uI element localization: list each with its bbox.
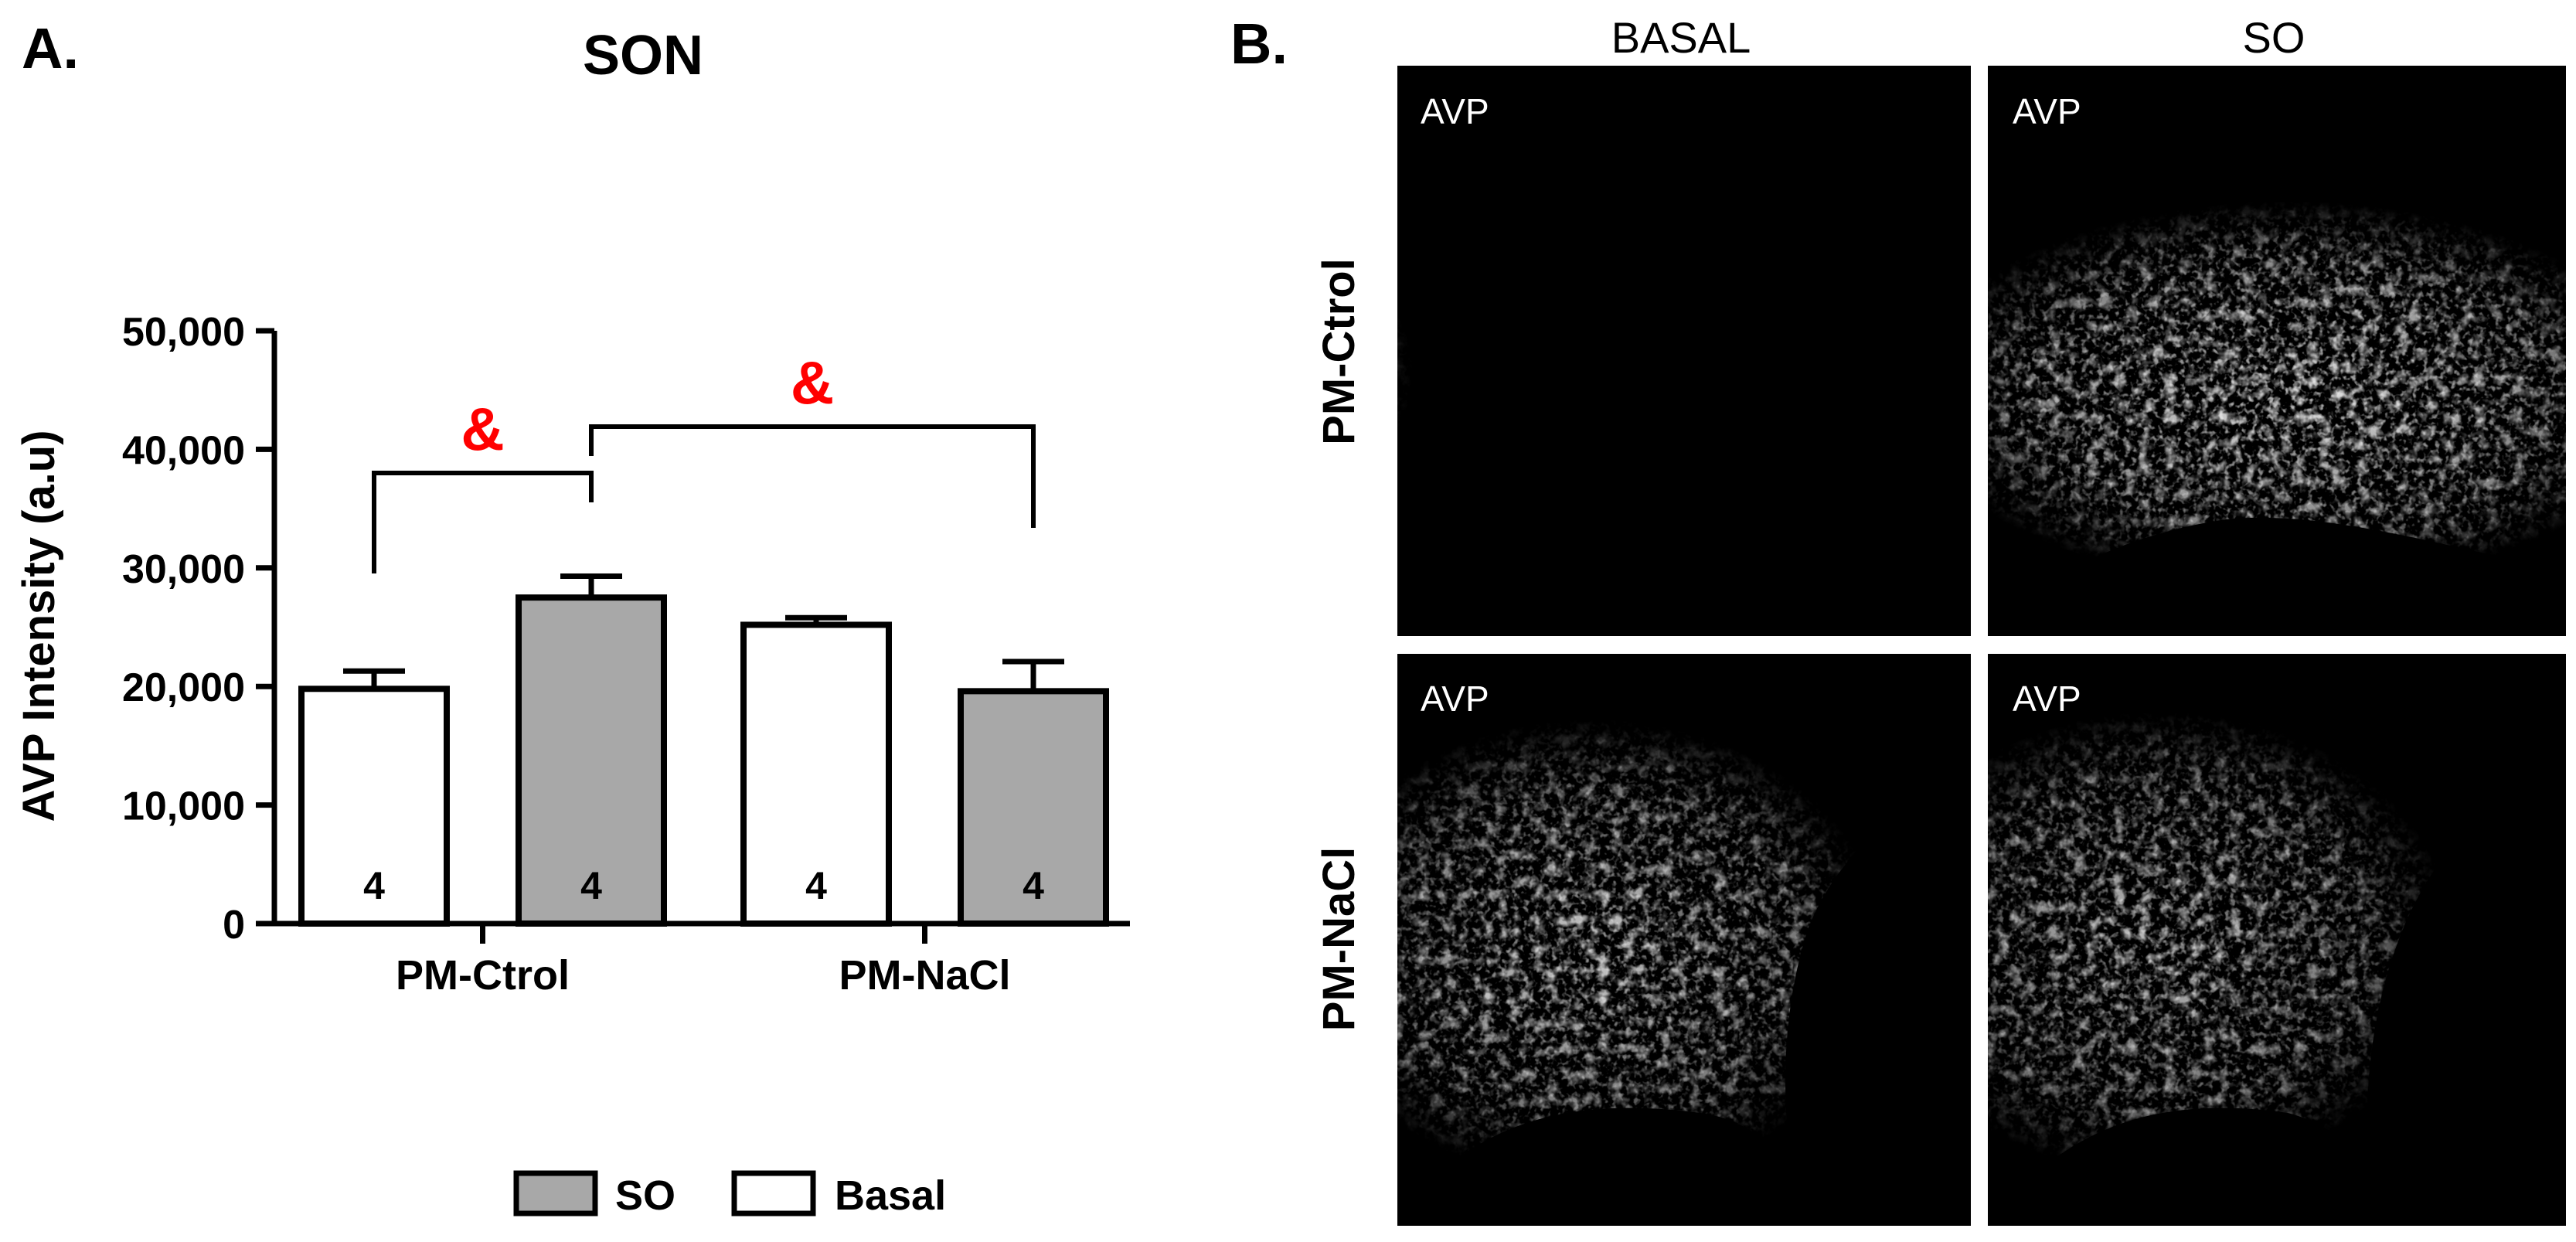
y-ticks: 0 10,000 20,000 30,000 40,000 50,000 (122, 310, 274, 948)
y-tick-label: 40,000 (122, 428, 245, 473)
significance-brackets: && (372, 349, 1036, 573)
bar-so (516, 594, 667, 927)
avp-label: AVP (2013, 679, 2081, 719)
legend-swatch-basal (731, 1170, 816, 1216)
bar-n-label: 4 (1023, 864, 1044, 907)
micrograph-pm-nacl-basal: AVP (1397, 654, 1971, 1226)
y-tick-label: 20,000 (122, 665, 245, 710)
y-axis-label: AVP Intensity (a.u) (14, 430, 64, 822)
micrograph-pm-nacl-so: AVP (1988, 654, 2566, 1226)
bar-basal (740, 621, 892, 927)
bar-n-label: 4 (805, 864, 827, 907)
panel-a: A. SON 0 10,000 20,000 30,000 40,000 50,000 P… (14, 16, 1130, 1219)
panel-b: B. BASAL SO PM-Ctrol PM-NaCl AVP AVP (1230, 12, 2566, 1226)
x-ticks: PM-Ctrol PM-NaCl (396, 924, 1011, 999)
y-tick-label: 0 (223, 903, 245, 948)
panel-b-label: B. (1230, 12, 1288, 76)
bars: 4 4 4 4 (298, 573, 1109, 927)
legend-swatch-so (513, 1170, 598, 1216)
legend-label-basal: Basal (835, 1172, 946, 1219)
column-header-basal: BASAL (1611, 13, 1751, 62)
row-header-pm-nacl: PM-NaCl (1314, 847, 1364, 1031)
bar-chart: 0 10,000 20,000 30,000 40,000 50,000 PM-Ctrol… (14, 310, 1130, 999)
chart-title: SON (583, 25, 703, 87)
column-header-so: SO (2243, 13, 2305, 62)
bar-n-label: 4 (363, 864, 385, 907)
avp-label: AVP (2013, 91, 2081, 131)
legend-label-so: SO (615, 1172, 675, 1219)
bar-n-label: 4 (580, 864, 602, 907)
significance-bracket (589, 424, 1036, 528)
legend: SO Basal (513, 1170, 946, 1219)
y-tick-label: 30,000 (122, 547, 245, 592)
significance-marker: & (791, 349, 834, 417)
bar-basal (298, 686, 450, 927)
significance-marker: & (461, 395, 504, 463)
panel-a-label: A. (22, 16, 79, 80)
x-tick-label: PM-Ctrol (396, 952, 570, 999)
x-tick-label: PM-NaCl (839, 952, 1010, 999)
micrograph-pm-ctrol-basal: AVP (1397, 66, 1971, 636)
row-header-pm-ctrol: PM-Ctrol (1314, 258, 1364, 445)
avp-label: AVP (1421, 679, 1489, 719)
micrograph-pm-ctrol-so: AVP (1988, 66, 2566, 636)
significance-bracket (372, 471, 594, 573)
avp-label: AVP (1421, 91, 1489, 131)
y-tick-label: 50,000 (122, 310, 245, 355)
y-tick-label: 10,000 (122, 784, 245, 829)
bar-so (958, 688, 1109, 927)
